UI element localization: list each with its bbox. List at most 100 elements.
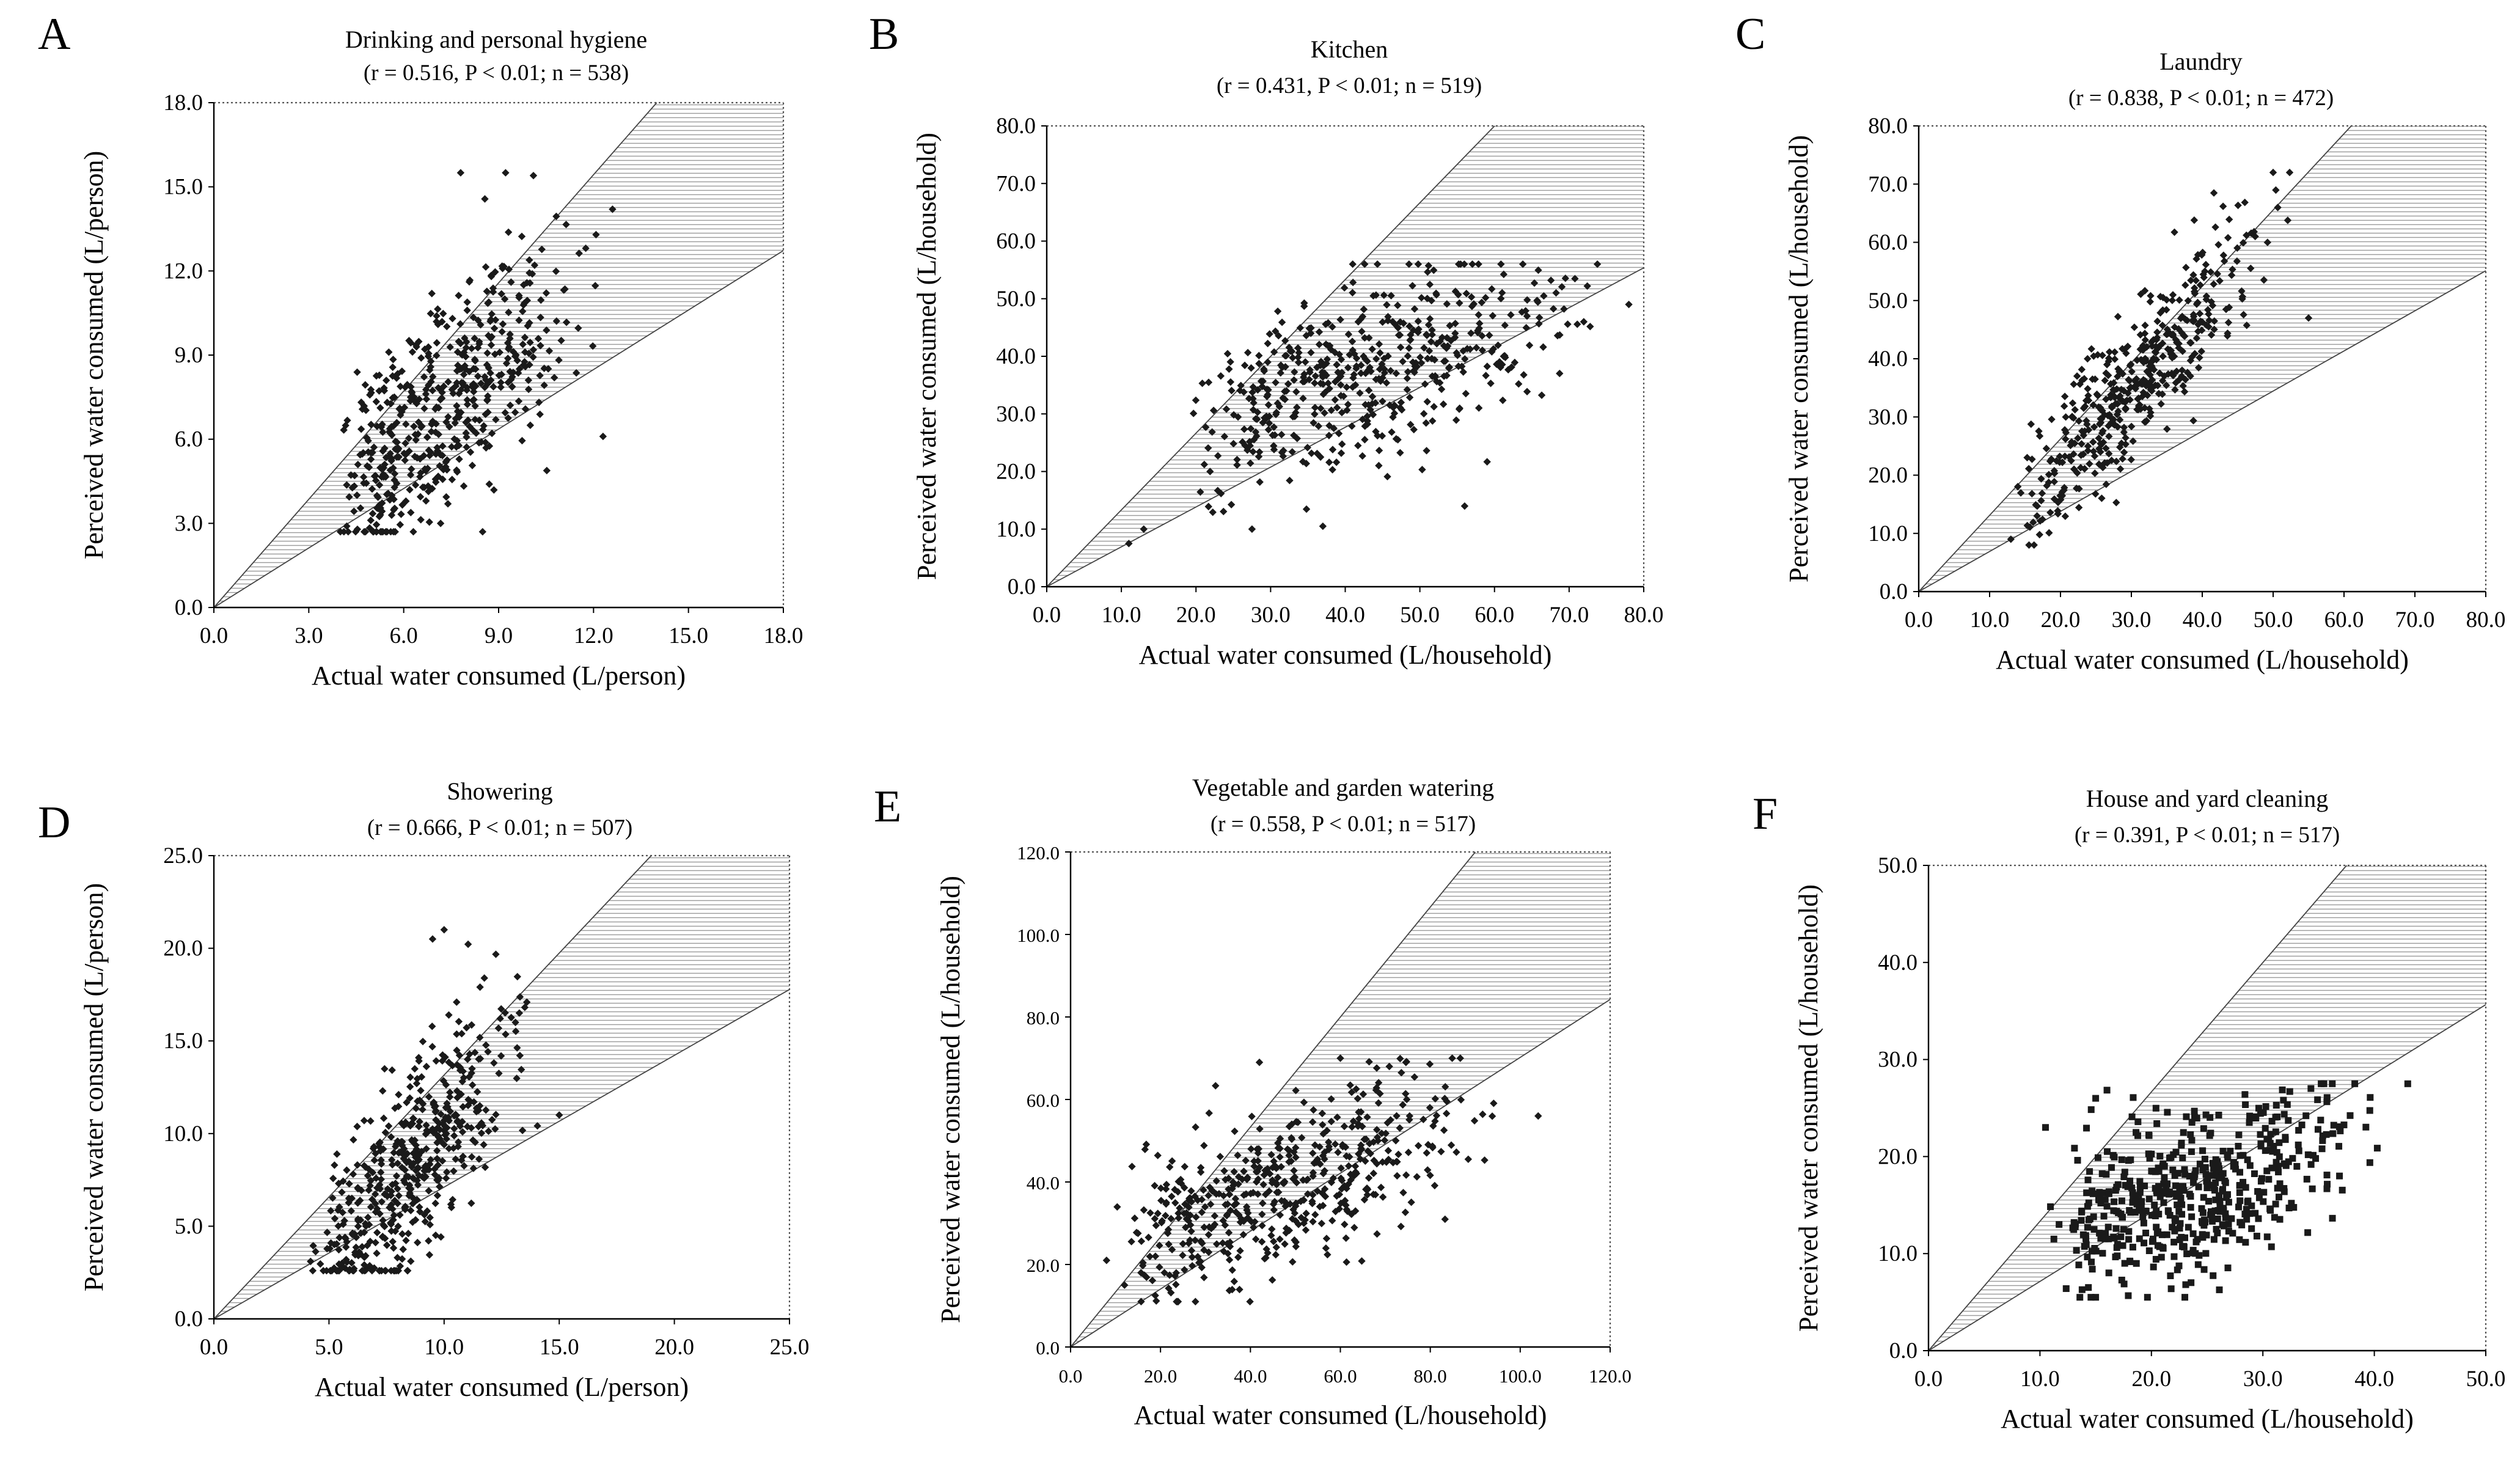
data-point bbox=[550, 373, 559, 382]
data-point bbox=[2114, 365, 2122, 373]
data-point bbox=[1212, 1177, 1220, 1185]
data-point bbox=[2318, 1080, 2325, 1087]
data-point bbox=[513, 1074, 521, 1082]
data-point bbox=[463, 1055, 472, 1063]
data-point bbox=[1258, 1210, 1266, 1219]
data-point bbox=[2138, 392, 2147, 400]
y-axis-label: Perceived water consumed (L/person) bbox=[79, 151, 109, 559]
data-point bbox=[371, 1190, 379, 1198]
data-point bbox=[519, 281, 528, 289]
data-point bbox=[425, 1093, 433, 1101]
data-point bbox=[2268, 1243, 2275, 1250]
data-point bbox=[2216, 277, 2224, 285]
data-point bbox=[2246, 1210, 2254, 1217]
data-point bbox=[2140, 1219, 2147, 1227]
data-point bbox=[488, 332, 496, 341]
data-point bbox=[2062, 435, 2070, 443]
data-point bbox=[1497, 295, 1505, 303]
data-point bbox=[2114, 372, 2122, 381]
data-point bbox=[1275, 332, 1283, 340]
data-point bbox=[1230, 1277, 1239, 1285]
data-point bbox=[1337, 355, 1346, 364]
data-point bbox=[2214, 1230, 2221, 1237]
data-point bbox=[1333, 361, 1341, 369]
data-point bbox=[327, 1206, 335, 1215]
data-point bbox=[2050, 467, 2059, 475]
data-point bbox=[1375, 446, 1383, 455]
data-point bbox=[449, 315, 456, 323]
data-point bbox=[1278, 449, 1286, 457]
data-point bbox=[2169, 330, 2177, 339]
data-point bbox=[526, 319, 533, 327]
data-point bbox=[2083, 1125, 2090, 1132]
data-point bbox=[2152, 1104, 2159, 1112]
data-point bbox=[389, 372, 397, 380]
data-point bbox=[1223, 1239, 1231, 1247]
data-point bbox=[358, 1242, 366, 1251]
data-point bbox=[2131, 384, 2140, 393]
data-point bbox=[2213, 1165, 2221, 1173]
data-point bbox=[1316, 453, 1325, 461]
data-point bbox=[439, 442, 447, 450]
data-point bbox=[1256, 478, 1264, 486]
data-point bbox=[2177, 1194, 2185, 1202]
data-point bbox=[1172, 1280, 1180, 1288]
data-point bbox=[381, 1190, 389, 1198]
y-tick-label: 10.0 bbox=[1878, 1241, 1917, 1266]
data-point bbox=[431, 428, 440, 436]
data-point bbox=[2195, 1183, 2202, 1191]
data-point bbox=[1263, 392, 1271, 400]
data-point bbox=[2152, 1255, 2159, 1263]
y-tick-label: 100.0 bbox=[1017, 925, 1060, 946]
data-point bbox=[2207, 331, 2216, 339]
data-point bbox=[529, 353, 537, 361]
data-point bbox=[2189, 317, 2197, 326]
data-point bbox=[2082, 1232, 2089, 1239]
data-point bbox=[2196, 353, 2203, 362]
data-point bbox=[1583, 282, 1591, 290]
data-point bbox=[401, 1166, 409, 1174]
data-point bbox=[1315, 340, 1324, 348]
x-tick-label: 0.0 bbox=[1059, 1365, 1083, 1387]
data-point bbox=[482, 1106, 490, 1114]
data-point bbox=[1209, 508, 1217, 516]
data-point bbox=[2227, 1148, 2234, 1155]
data-point bbox=[2210, 317, 2219, 325]
data-point bbox=[2275, 1194, 2282, 1201]
data-point bbox=[1292, 1217, 1300, 1225]
data-point bbox=[2219, 202, 2227, 210]
data-point bbox=[476, 983, 484, 991]
data-point bbox=[2272, 1200, 2279, 1208]
y-tick-label: 15.0 bbox=[163, 1029, 203, 1054]
data-point bbox=[365, 1261, 374, 1270]
data-point bbox=[467, 1021, 476, 1029]
data-point bbox=[1282, 1229, 1290, 1237]
data-point bbox=[390, 469, 399, 478]
data-point bbox=[459, 1103, 467, 1111]
data-point bbox=[1478, 298, 1486, 307]
data-point bbox=[1327, 1095, 1335, 1103]
data-point bbox=[360, 527, 368, 536]
data-point bbox=[471, 1138, 479, 1147]
data-point bbox=[2178, 329, 2186, 337]
data-point bbox=[367, 420, 375, 428]
data-point bbox=[394, 1222, 402, 1230]
data-point bbox=[2180, 1183, 2187, 1190]
data-point bbox=[1464, 1155, 1473, 1163]
data-point bbox=[537, 342, 544, 350]
data-point bbox=[1285, 1158, 1293, 1166]
data-point bbox=[435, 1119, 443, 1128]
data-point bbox=[542, 289, 551, 297]
data-point bbox=[1443, 300, 1451, 308]
data-point bbox=[1504, 365, 1512, 374]
x-tick-label: 5.0 bbox=[315, 1335, 343, 1360]
data-point bbox=[2095, 434, 2103, 442]
data-point bbox=[460, 370, 468, 379]
data-point bbox=[2177, 1220, 2184, 1227]
data-point bbox=[538, 245, 546, 254]
data-point bbox=[1436, 337, 1444, 345]
data-point bbox=[2117, 1233, 2125, 1241]
data-point bbox=[339, 1208, 346, 1217]
data-point bbox=[427, 378, 435, 386]
data-point bbox=[1265, 419, 1273, 427]
